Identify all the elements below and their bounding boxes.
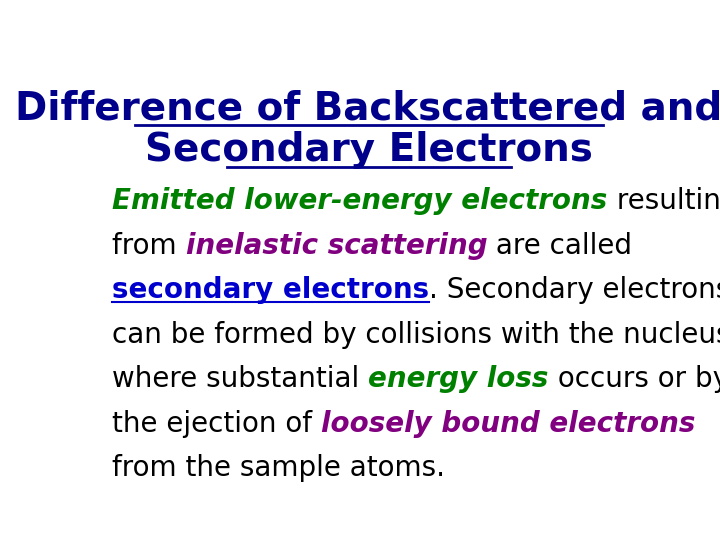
Text: the ejection of: the ejection of [112, 410, 321, 437]
Text: Emitted lower-energy electrons: Emitted lower-energy electrons [112, 187, 608, 215]
Text: from: from [112, 232, 186, 260]
Text: loosely bound electrons: loosely bound electrons [321, 410, 696, 437]
Text: Difference of Backscattered and: Difference of Backscattered and [15, 90, 720, 127]
Text: are called: are called [487, 232, 632, 260]
Text: energy loss: energy loss [369, 365, 549, 393]
Text: Secondary Electrons: Secondary Electrons [145, 131, 593, 169]
Text: from the sample atoms.: from the sample atoms. [112, 454, 445, 482]
Text: occurs or by: occurs or by [549, 365, 720, 393]
Text: secondary electrons: secondary electrons [112, 276, 429, 304]
Text: resulting: resulting [608, 187, 720, 215]
Text: . Secondary electrons: . Secondary electrons [429, 276, 720, 304]
Text: where substantial: where substantial [112, 365, 369, 393]
Text: inelastic scattering: inelastic scattering [186, 232, 487, 260]
Text: can be formed by collisions with the nucleus: can be formed by collisions with the nuc… [112, 321, 720, 349]
